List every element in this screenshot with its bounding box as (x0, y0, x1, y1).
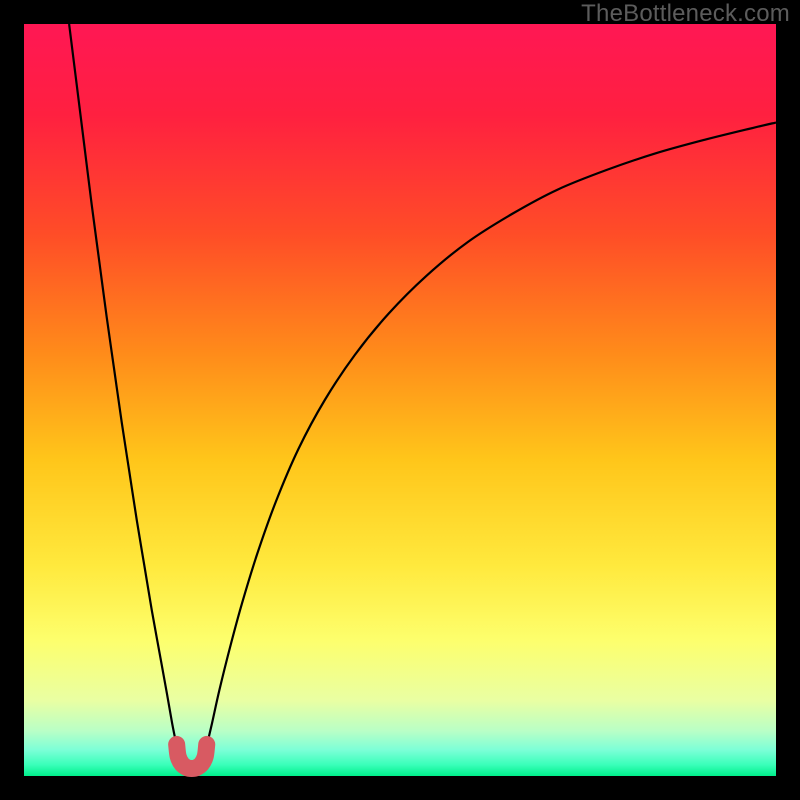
bottleneck-chart-svg (0, 0, 800, 800)
plot-background (24, 24, 776, 776)
chart-frame: TheBottleneck.com (0, 0, 800, 800)
watermark-text: TheBottleneck.com (581, 0, 790, 28)
